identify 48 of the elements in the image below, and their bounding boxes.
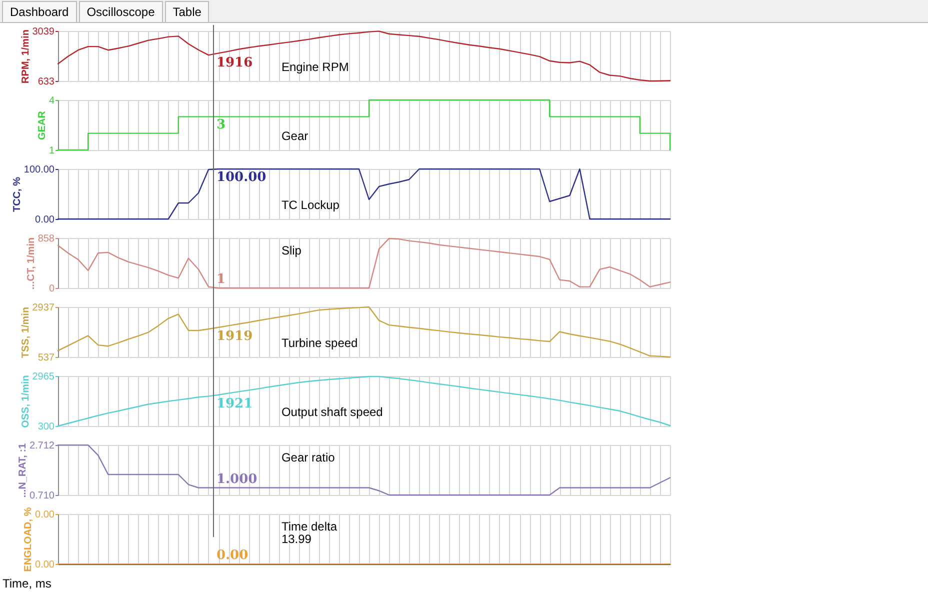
y-axis-title: ...CT, 1/min xyxy=(26,237,37,290)
annotation: Turbine speed xyxy=(281,336,358,350)
annotation: Gear xyxy=(281,129,308,143)
annotation: TC Lockup xyxy=(281,198,340,212)
y-tick-label: 3039 xyxy=(32,26,55,38)
line-series xyxy=(57,238,671,289)
y-axis-title: ...N_RAT, :1 xyxy=(17,442,28,498)
y-tick-label: 0.00 xyxy=(35,510,55,520)
y-tick-label: 2965 xyxy=(32,372,55,382)
y-tick-label: 0.710 xyxy=(29,490,55,502)
y-axis-title: RPM, 1/min xyxy=(20,30,32,84)
annotation: 1916 xyxy=(216,55,253,70)
annotation: 13.99 xyxy=(281,532,312,546)
text: Dashboard xyxy=(2,1,77,22)
y-axis-title: OSS, 1/min xyxy=(20,375,32,428)
text: Oscilloscope xyxy=(78,1,163,22)
annotation: 3 xyxy=(216,118,226,133)
annotation: Slip xyxy=(281,244,302,258)
line-series xyxy=(57,30,671,82)
annotation: 1 xyxy=(216,272,226,287)
y-tick-label: 0 xyxy=(48,284,55,294)
annotation: 1919 xyxy=(216,329,253,344)
y-tick-label: 2937 xyxy=(32,302,55,314)
annotation: 1921 xyxy=(216,396,253,412)
annotation: Engine RPM xyxy=(281,60,349,74)
y-tick-label: 633 xyxy=(38,76,55,88)
y-tick-label: 537 xyxy=(38,352,55,364)
annotation: 1.000 xyxy=(216,472,258,487)
y-tick-label: 2.712 xyxy=(29,440,55,452)
text: Table xyxy=(164,1,210,22)
annotation: Output shaft speed xyxy=(281,405,383,419)
y-tick-label: 0.00 xyxy=(35,560,55,570)
annotation: Gear ratio xyxy=(281,450,336,464)
line-series xyxy=(57,306,671,358)
y-axis-title: TSS, 1/min xyxy=(20,306,32,358)
x-axis-title: Time, ms xyxy=(2,576,52,590)
y-tick-label: 100.00 xyxy=(24,164,55,176)
y-tick-label: 4 xyxy=(48,96,55,106)
annotation: Time delta xyxy=(281,520,338,534)
y-axis-title: ENGLOAD, % xyxy=(23,507,34,572)
y-tick-label: 1 xyxy=(48,146,55,156)
y-axis-title: GEAR xyxy=(36,110,48,140)
annotation: 100.00 xyxy=(216,170,266,185)
annotation: 0.00 xyxy=(216,548,248,563)
y-tick-label: 300 xyxy=(38,422,55,432)
y-tick-label: 0.00 xyxy=(35,214,55,226)
y-tick-label: 858 xyxy=(38,234,55,244)
y-axis-title: TCC, % xyxy=(12,176,23,212)
